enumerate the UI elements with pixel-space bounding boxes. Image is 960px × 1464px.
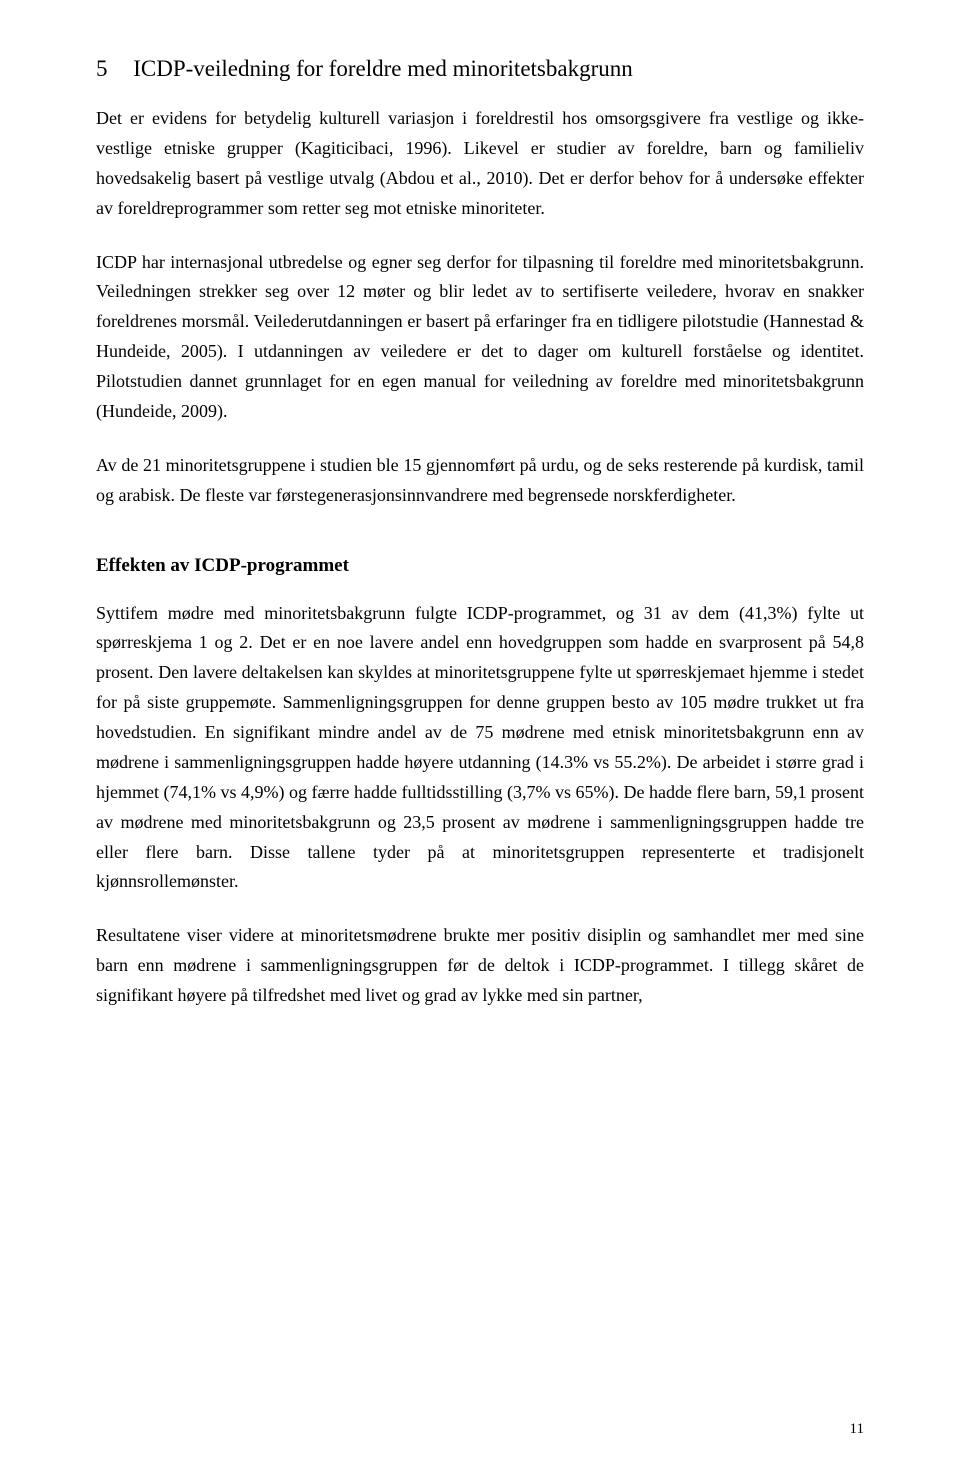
section-number: 5	[96, 56, 108, 81]
body-paragraph: Det er evidens for betydelig kulturell v…	[96, 104, 864, 224]
section-heading: 5 ICDP-veiledning for foreldre med minor…	[96, 56, 864, 82]
page-number: 11	[850, 1421, 864, 1438]
body-paragraph: Syttifem mødre med minoritetsbakgrunn fu…	[96, 599, 864, 898]
body-paragraph: Av de 21 minoritetsgruppene i studien bl…	[96, 451, 864, 511]
body-paragraph: Resultatene viser videre at minoritetsmø…	[96, 921, 864, 1011]
document-page: 5 ICDP-veiledning for foreldre med minor…	[0, 0, 960, 1464]
section-title: ICDP-veiledning for foreldre med minorit…	[133, 56, 633, 81]
subheading: Effekten av ICDP-programmet	[96, 555, 864, 577]
body-paragraph: ICDP har internasjonal utbredelse og egn…	[96, 248, 864, 427]
